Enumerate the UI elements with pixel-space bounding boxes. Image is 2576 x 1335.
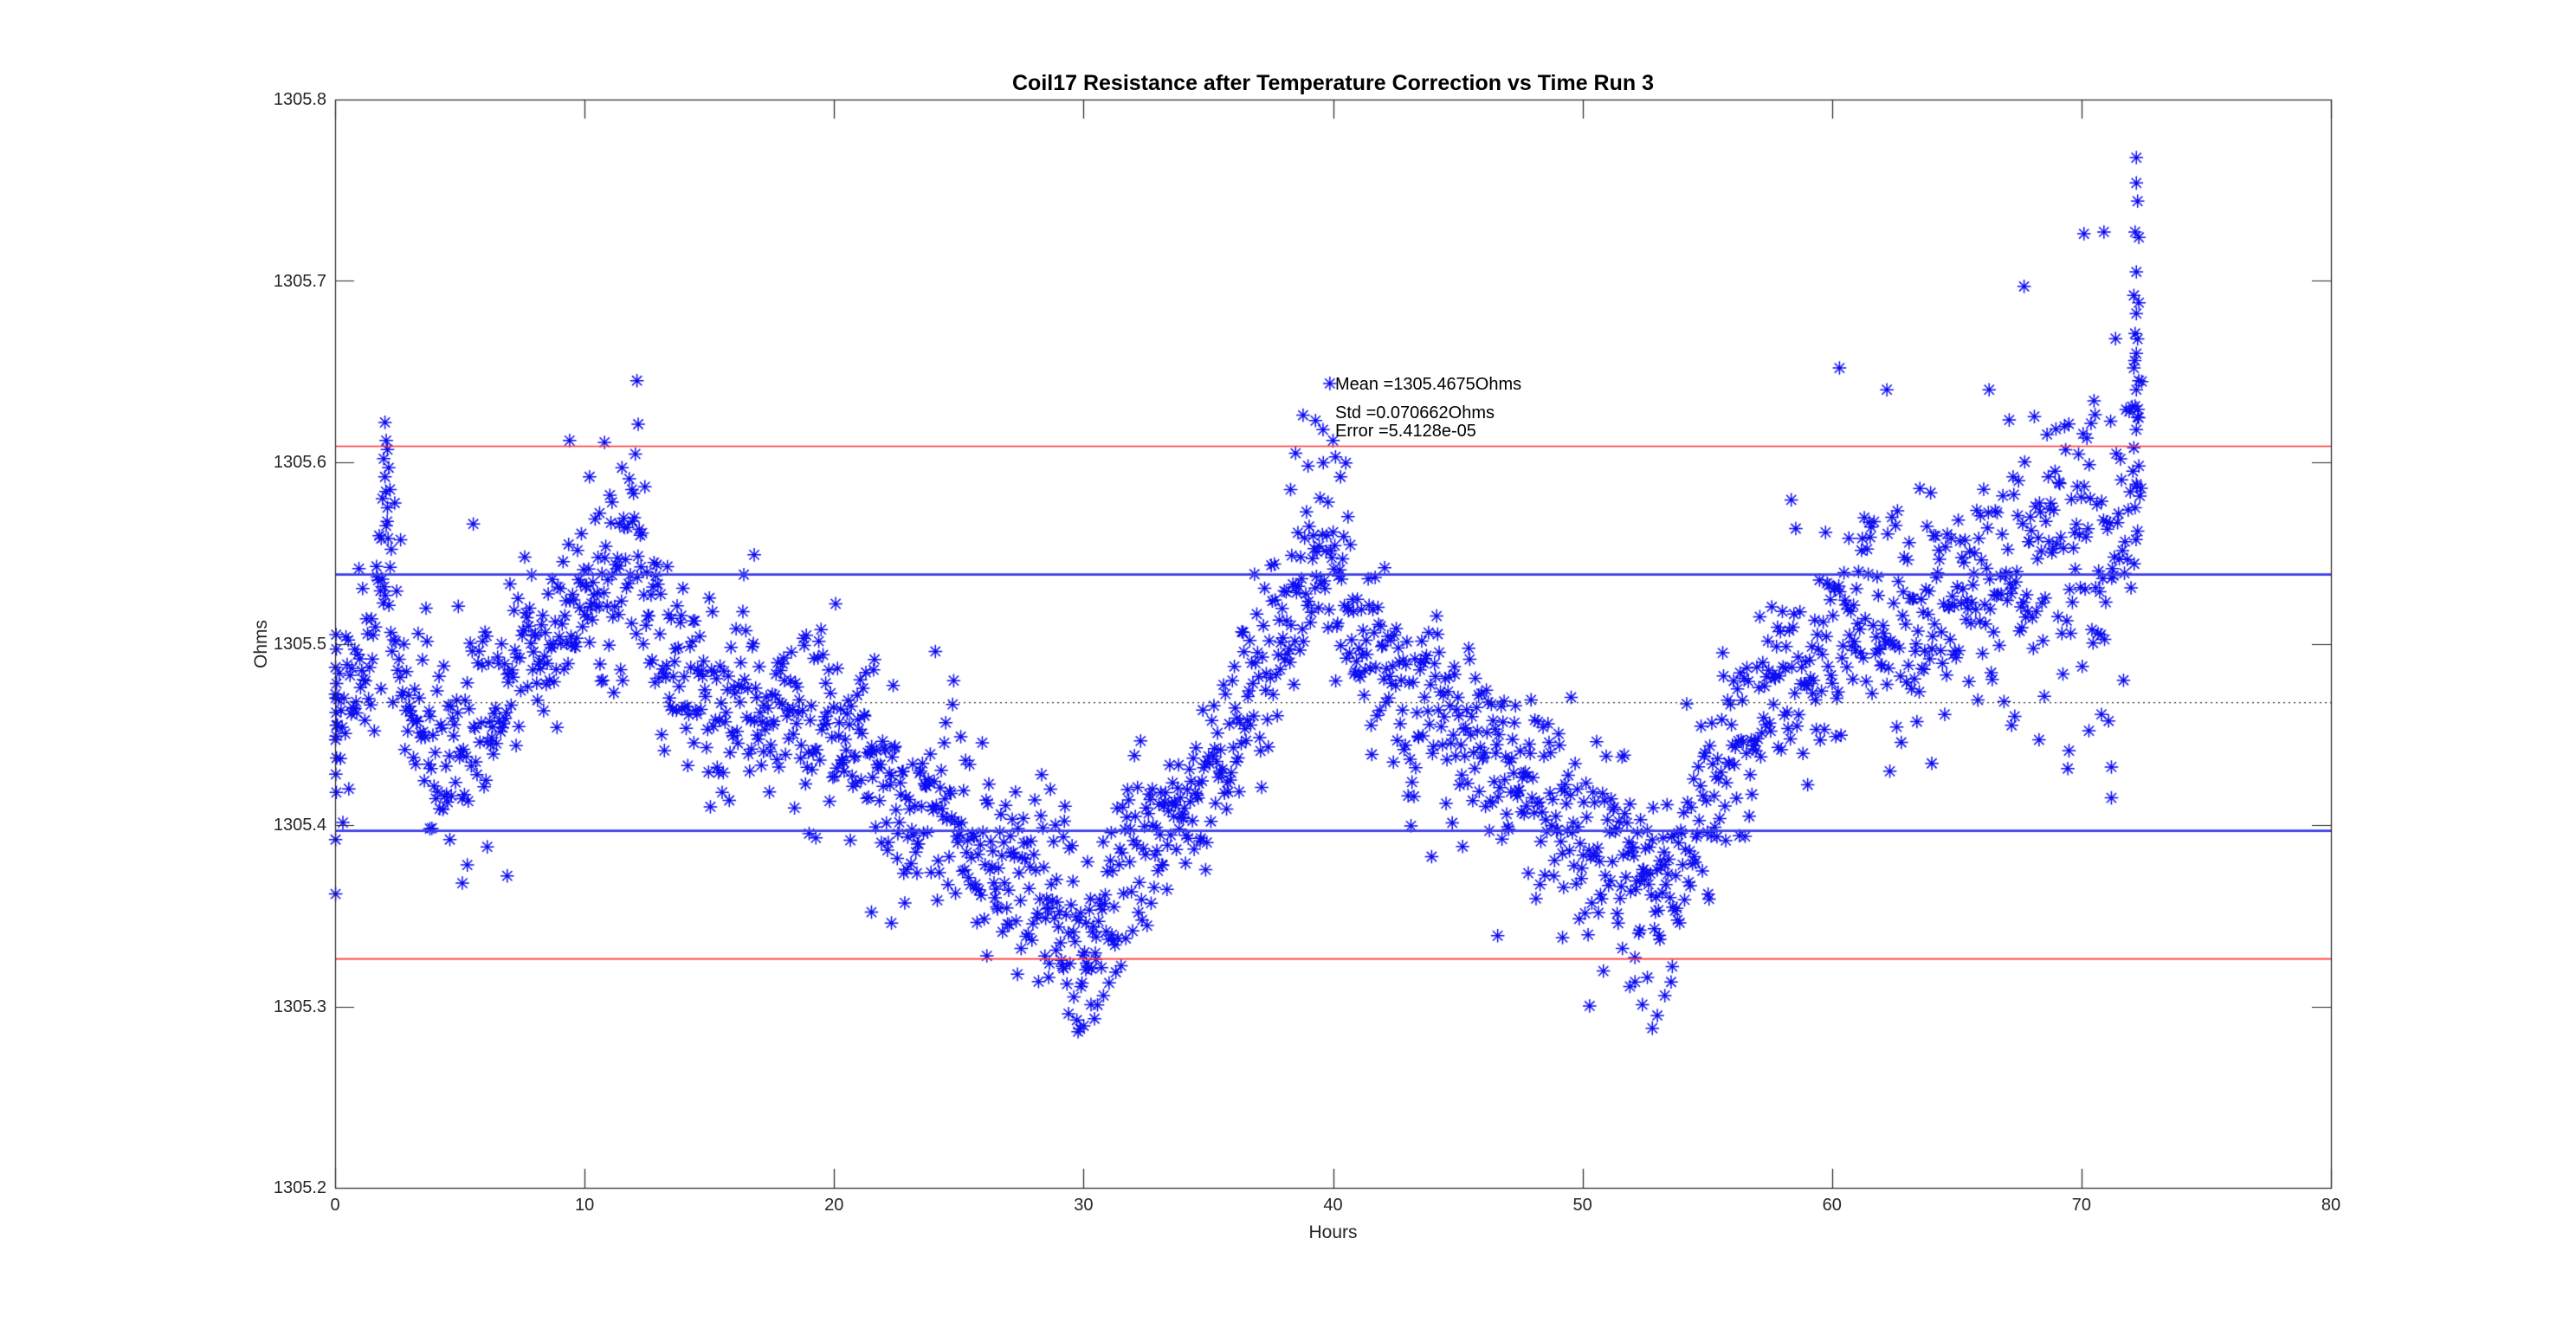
x-tick-label: 60 xyxy=(1822,1196,1842,1215)
x-tick-label: 20 xyxy=(824,1196,844,1215)
x-tick-label: 40 xyxy=(1323,1196,1343,1215)
annotation-std: Std =0.070662Ohms xyxy=(1335,403,1495,422)
y-tick-label: 1305.5 xyxy=(273,634,326,654)
y-tick-label: 1305.3 xyxy=(273,996,326,1016)
x-axis-label: Hours xyxy=(1308,1222,1358,1242)
y-tick-label: 1305.7 xyxy=(273,271,326,291)
x-tick-label: 30 xyxy=(1074,1196,1094,1215)
y-tick-label: 1305.4 xyxy=(273,816,326,835)
y-tick-label: 1305.8 xyxy=(273,90,326,109)
x-tick-label: 70 xyxy=(2071,1196,2091,1215)
annotation-error: Error =5.4128e-05 xyxy=(1335,422,1476,441)
x-tick-label: 0 xyxy=(330,1196,340,1215)
x-tick-label: 50 xyxy=(1572,1196,1592,1215)
y-tick-label: 1305.6 xyxy=(273,453,326,472)
y-tick-label: 1305.2 xyxy=(273,1178,326,1197)
chart-title: Coil17 Resistance after Temperature Corr… xyxy=(1012,71,1654,95)
annotation-mean: Mean =1305.4675Ohms xyxy=(1335,375,1522,394)
x-tick-label: 80 xyxy=(2321,1196,2341,1215)
x-tick-label: 10 xyxy=(575,1196,595,1215)
